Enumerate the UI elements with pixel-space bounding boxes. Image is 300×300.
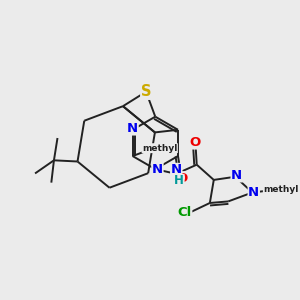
Text: methyl: methyl [142, 144, 177, 153]
Text: methyl: methyl [263, 185, 299, 194]
Text: O: O [190, 136, 201, 149]
Text: H: H [174, 175, 184, 188]
Text: N: N [152, 163, 163, 176]
Text: N: N [248, 186, 259, 199]
Text: N: N [127, 122, 138, 135]
Text: Cl: Cl [178, 206, 192, 220]
Text: N: N [171, 164, 182, 176]
Text: O: O [176, 172, 187, 185]
Text: N: N [231, 169, 242, 182]
Text: S: S [141, 84, 151, 99]
